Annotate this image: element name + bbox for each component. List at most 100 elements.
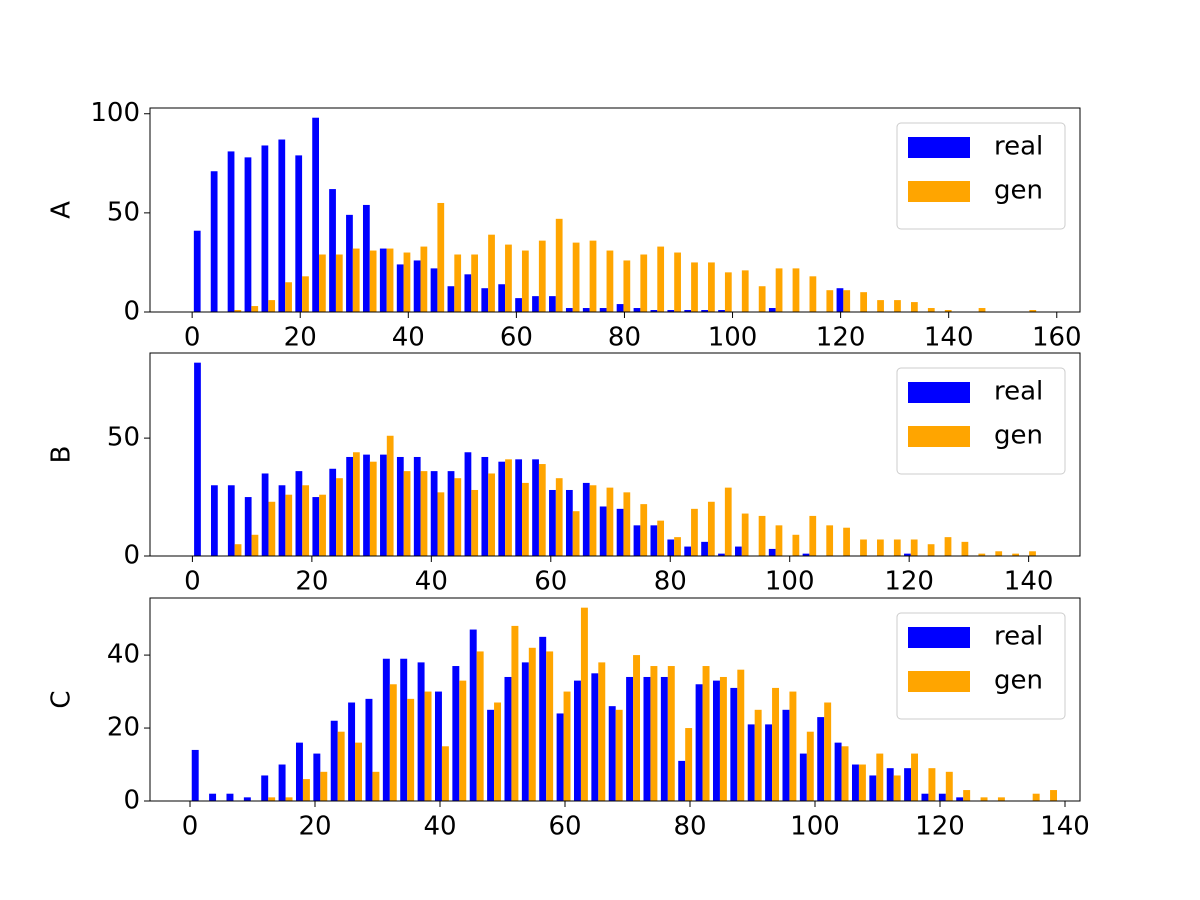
bar xyxy=(295,742,303,801)
x-tick-label: 60 xyxy=(548,812,581,842)
bar xyxy=(515,298,522,312)
bar xyxy=(608,706,616,801)
bar xyxy=(389,684,397,801)
bar xyxy=(403,252,411,312)
x-tick-label: 20 xyxy=(298,812,331,842)
x-tick-label: 0 xyxy=(184,567,201,597)
bar xyxy=(211,485,218,556)
bar xyxy=(382,658,390,801)
bar xyxy=(355,742,363,801)
x-tick-label: 40 xyxy=(392,323,425,353)
bar xyxy=(640,504,648,556)
bar xyxy=(400,658,408,801)
bar xyxy=(978,308,986,312)
bar xyxy=(809,515,817,556)
bar xyxy=(295,471,303,556)
x-tick-label: 160 xyxy=(1032,323,1082,353)
bar xyxy=(691,508,698,556)
bar xyxy=(1050,790,1058,801)
bar xyxy=(521,250,529,312)
bar xyxy=(437,492,445,556)
bar xyxy=(227,485,235,556)
bar xyxy=(1032,793,1040,801)
bar xyxy=(616,508,624,556)
bar xyxy=(302,779,310,801)
bar xyxy=(858,764,866,801)
bar xyxy=(843,527,850,556)
bar xyxy=(278,485,286,556)
bar xyxy=(369,461,377,556)
x-tick-label: 40 xyxy=(415,567,448,597)
bar xyxy=(792,534,800,556)
bar xyxy=(403,471,411,556)
bar xyxy=(789,691,797,801)
bar xyxy=(944,537,952,556)
bar xyxy=(599,506,607,556)
bar xyxy=(302,276,309,312)
bar xyxy=(285,494,293,556)
bar xyxy=(841,746,849,801)
bar xyxy=(302,485,310,556)
bar xyxy=(454,254,462,312)
bar xyxy=(348,702,356,801)
x-tick-label: 100 xyxy=(708,323,758,353)
bar xyxy=(667,539,675,556)
x-tick-label: 40 xyxy=(423,812,456,842)
bar xyxy=(1012,553,1019,556)
bar xyxy=(775,268,783,312)
bar xyxy=(806,731,814,801)
bar xyxy=(826,525,834,556)
x-tick-label: 0 xyxy=(184,323,201,353)
bar xyxy=(657,246,665,312)
bar xyxy=(684,310,692,312)
bar xyxy=(741,270,749,312)
bar xyxy=(528,647,536,801)
bar xyxy=(285,797,293,801)
bar xyxy=(606,250,614,312)
x-tick-label: 60 xyxy=(500,323,533,353)
bar xyxy=(487,709,495,801)
bar xyxy=(650,666,658,801)
bar xyxy=(834,742,842,801)
bar xyxy=(521,662,529,801)
bar xyxy=(447,286,455,312)
y-tick-label: 0 xyxy=(123,297,140,327)
bar xyxy=(758,515,766,556)
x-tick-label: 20 xyxy=(295,567,328,597)
bar xyxy=(911,753,919,801)
plot-frame xyxy=(149,107,1081,313)
bar xyxy=(243,797,251,801)
bar xyxy=(712,680,720,801)
bar xyxy=(956,797,964,801)
bar xyxy=(921,793,929,801)
bar xyxy=(707,501,715,556)
bar xyxy=(674,537,681,556)
legend-label: real xyxy=(994,622,1043,652)
y-tick-label: 50 xyxy=(107,423,140,453)
bar xyxy=(407,698,415,801)
bar xyxy=(945,771,953,801)
bar xyxy=(1029,551,1036,556)
bar xyxy=(995,551,1003,556)
bar xyxy=(430,471,438,556)
bar xyxy=(504,676,512,801)
bar xyxy=(843,290,851,312)
x-tick-label: 80 xyxy=(673,812,706,842)
bar xyxy=(522,482,529,556)
legend-swatch xyxy=(908,382,970,403)
bar xyxy=(268,501,276,556)
bar xyxy=(580,607,588,801)
bar xyxy=(904,553,911,556)
bar xyxy=(615,709,623,801)
bar xyxy=(702,666,710,801)
bar xyxy=(563,691,571,801)
y-tick-label: 0 xyxy=(123,541,140,571)
bar xyxy=(538,240,546,312)
bar xyxy=(329,189,336,312)
bar xyxy=(413,260,421,312)
bar xyxy=(904,768,912,801)
bar xyxy=(434,691,442,801)
bar xyxy=(268,797,276,801)
bar xyxy=(643,676,651,801)
